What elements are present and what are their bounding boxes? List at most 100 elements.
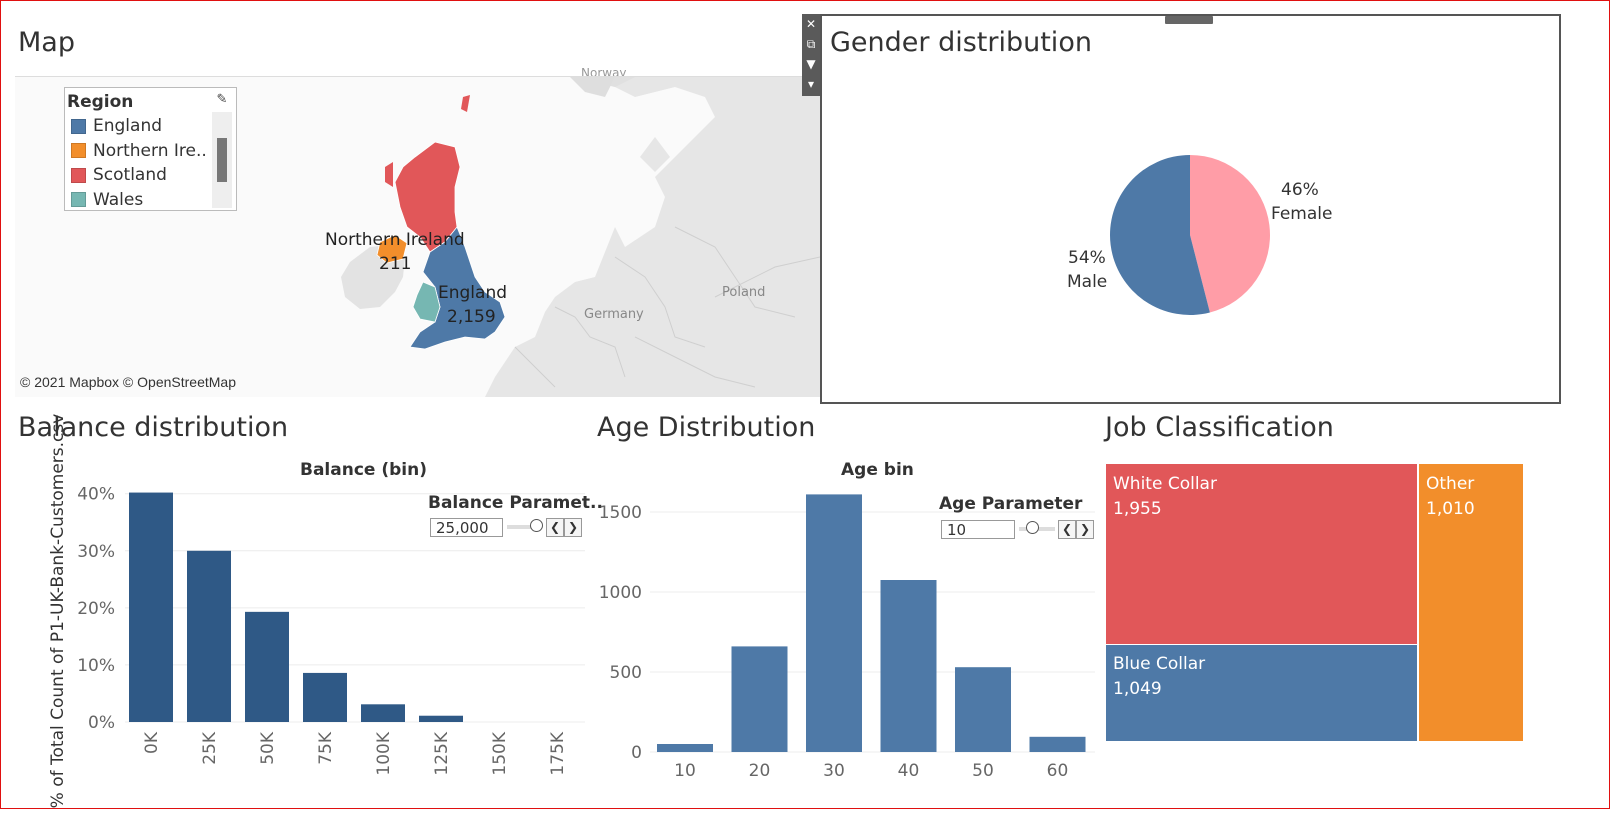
age-y-tick: 0 <box>631 743 642 763</box>
treemap-label-blue-collar: Blue Collar <box>1113 654 1206 674</box>
age-bar-40[interactable] <box>880 580 937 752</box>
age-bar-60[interactable] <box>1029 736 1086 752</box>
map-canvas[interactable] <box>15 77 820 397</box>
legend-swatch <box>71 118 86 134</box>
balance-bar-100k[interactable] <box>361 704 405 722</box>
map-value-northern-ireland: 211 <box>379 254 412 274</box>
balance-bar-0k[interactable] <box>129 492 173 722</box>
age-y-tick: 1500 <box>599 503 642 523</box>
pie-slice-male[interactable] <box>1110 155 1210 315</box>
age-next-icon[interactable]: ❯ <box>1076 520 1094 539</box>
legend-label: Northern Ire.. <box>93 140 207 161</box>
balance-bar-125k[interactable] <box>419 715 463 722</box>
age-x-tick: 20 <box>749 761 771 781</box>
map-view[interactable] <box>15 76 820 397</box>
age-x-tick: 50 <box>972 761 994 781</box>
age-prev-icon[interactable]: ❮ <box>1058 520 1076 539</box>
map-title: Map <box>18 27 75 58</box>
close-icon[interactable]: ✕ <box>805 17 817 31</box>
age-bar-30[interactable] <box>806 494 862 752</box>
age-chart[interactable]: 0 500 1000 1500 10 20 30 40 50 60 <box>590 478 1100 788</box>
legend-scroll-thumb[interactable] <box>217 138 227 182</box>
floating-toolbar: ✕ ⧉ ▼ ▾ <box>802 14 820 96</box>
treemap-value-blue-collar: 1,049 <box>1113 679 1162 699</box>
legend-label: Scotland <box>93 165 167 185</box>
age-x-tick: 10 <box>674 761 696 781</box>
map-label-poland: Poland <box>722 285 766 300</box>
balance-bar-25k[interactable] <box>187 550 231 722</box>
balance-chart[interactable]: 0% 10% 20% 30% 40% 0K 25K 50K 75K 100K 125K 150K 175… <box>70 478 590 778</box>
treemap-blue-collar[interactable]: Blue Collar 1,049 <box>1106 645 1417 741</box>
resize-grip-icon[interactable] <box>1165 16 1213 24</box>
legend-item-england[interactable]: England <box>71 115 162 137</box>
age-x-tick: 30 <box>823 761 845 781</box>
treemap-value-white-collar: 1,955 <box>1113 499 1162 519</box>
balance-x-tick: 100K <box>374 731 394 775</box>
balance-y-tick: 0% <box>88 713 115 733</box>
balance-bar-75k[interactable] <box>303 672 347 722</box>
legend-swatch <box>71 167 86 183</box>
legend-title: Region <box>67 92 134 112</box>
age-x-axis-title: Age bin <box>841 460 914 480</box>
age-parameter-input[interactable]: 10 <box>941 520 1015 539</box>
balance-y-axis-title: % of Total Count of P1-UK-Bank-Customers… <box>48 413 68 809</box>
balance-x-tick: 75K <box>316 731 336 765</box>
edit-pen-icon[interactable]: ✎ <box>216 92 228 107</box>
legend-label: Wales <box>93 189 144 210</box>
balance-x-tick: 150K <box>490 731 510 775</box>
age-slider-knob[interactable] <box>1026 521 1039 534</box>
treemap-value-other: 1,010 <box>1426 499 1475 519</box>
gender-pie[interactable] <box>1100 145 1280 325</box>
balance-prev-icon[interactable]: ❮ <box>546 518 564 537</box>
age-bar-10[interactable] <box>657 744 713 752</box>
age-y-tick: 1000 <box>599 583 642 603</box>
balance-y-tick: 20% <box>77 599 115 619</box>
balance-parameter-title: Balance Paramet.. <box>428 493 603 513</box>
treemap-white-collar[interactable]: White Collar 1,955 <box>1106 464 1417 644</box>
more-options-icon[interactable]: ▾ <box>807 77 815 91</box>
gender-title: Gender distribution <box>830 27 1092 58</box>
treemap-label-other: Other <box>1426 474 1475 494</box>
balance-bar-50k[interactable] <box>245 611 289 722</box>
region-northern-ireland <box>376 234 408 264</box>
map-label-norway: Norway <box>581 66 627 76</box>
treemap-other[interactable]: Other 1,010 <box>1419 464 1523 741</box>
region-legend[interactable]: Region ✎ England Northern Ire.. Scotland Wa… <box>64 87 237 211</box>
region-wales <box>412 281 441 323</box>
legend-item-wales[interactable]: Wales <box>71 189 143 211</box>
balance-x-tick: 175K <box>548 731 568 775</box>
age-x-tick: 60 <box>1047 761 1069 781</box>
age-bar-20[interactable] <box>731 646 788 752</box>
age-x-tick: 40 <box>898 761 920 781</box>
balance-slider-knob[interactable] <box>530 519 543 532</box>
legend-item-northern-ire[interactable]: Northern Ire.. <box>71 140 207 162</box>
balance-x-tick: 50K <box>258 731 278 765</box>
balance-x-tick: 0K <box>142 731 162 754</box>
age-title: Age Distribution <box>597 412 816 443</box>
pie-slice-female[interactable] <box>1190 155 1270 313</box>
balance-x-tick: 125K <box>432 731 452 775</box>
treemap-label-white-collar: White Collar <box>1113 474 1217 494</box>
balance-title: Balance distribution <box>18 412 289 443</box>
map-attribution[interactable]: © 2021 Mapbox © OpenStreetMap <box>20 374 236 390</box>
balance-y-tick: 10% <box>77 656 115 676</box>
legend-swatch <box>71 143 86 158</box>
balance-slider-track[interactable] <box>507 525 539 529</box>
legend-item-scotland[interactable]: Scotland <box>71 164 167 186</box>
open-external-icon[interactable]: ⧉ <box>806 37 816 51</box>
job-title: Job Classification <box>1105 412 1334 443</box>
map-label-england: England <box>438 283 508 303</box>
filter-icon[interactable]: ▼ <box>806 57 816 71</box>
age-y-tick: 500 <box>610 663 642 683</box>
balance-y-tick: 40% <box>77 485 115 505</box>
legend-scrollbar[interactable] <box>212 112 232 208</box>
age-bar-50[interactable] <box>955 667 1011 752</box>
balance-y-tick: 30% <box>77 542 115 562</box>
balance-next-icon[interactable]: ❯ <box>564 518 582 537</box>
pie-label-male-pct: 54% <box>1068 248 1106 268</box>
pie-label-male: Male <box>1067 272 1108 292</box>
legend-swatch <box>71 192 86 207</box>
pie-label-female-pct: 46% <box>1281 180 1319 200</box>
age-parameter-title: Age Parameter <box>939 494 1083 514</box>
balance-parameter-input[interactable]: 25,000 <box>430 518 503 537</box>
